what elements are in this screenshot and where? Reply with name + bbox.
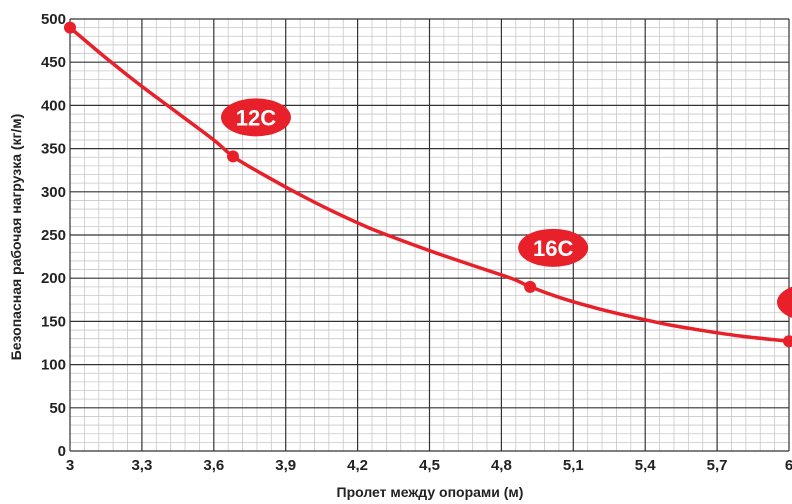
y-tick-label: 200 [41,270,66,287]
y-tick-label: 0 [58,443,66,460]
x-tick-label: 3,9 [275,457,296,474]
y-tick-label: 450 [41,54,66,71]
x-tick-label: 3,3 [131,457,152,474]
x-tick-label: 5,4 [635,457,657,474]
y-tick-label: 500 [41,11,66,28]
x-axis-ticks: 3 3,3 3,6 3,9 4,2 4,5 4,8 5,1 5,4 5,7 6 [66,457,792,474]
x-tick-label: 4,8 [491,457,512,474]
marker-badge-label: 16C [533,236,573,261]
data-point [524,280,537,293]
marker-badge [220,98,291,137]
data-point [226,150,239,163]
marker-badge [518,228,589,267]
data-point [64,21,76,34]
x-tick-label: 4,2 [347,457,368,474]
y-tick-label: 100 [41,357,66,374]
series-line [68,26,790,344]
major-grid [69,18,790,452]
y-tick-label: 400 [41,97,66,114]
y-axis-ticks: 0 50 100 150 200 250 300 350 400 450 500 [41,11,66,460]
marker-badge [777,286,792,318]
x-tick-label: 5,7 [707,457,728,474]
x-tick-label: 3,6 [203,457,224,474]
x-tick-label: 5,1 [563,457,584,474]
y-tick-label: 300 [41,184,66,201]
y-tick-label: 50 [49,400,66,417]
marker-badge-label: 12C [236,105,276,130]
y-tick-label: 150 [41,313,66,330]
markers: 12C16C20C [64,21,792,348]
x-tick-label: 4,5 [419,457,440,474]
y-axis-title: Безопасная рабочая нагрузка (кг/м) [8,114,24,361]
data-point [783,335,792,348]
y-tick-label: 350 [41,141,66,158]
x-axis-title: Пролет между опорами (м) [337,484,524,500]
x-tick-label: 6 [785,457,792,474]
x-tick-label: 3 [66,457,74,474]
y-tick-label: 250 [41,227,66,244]
